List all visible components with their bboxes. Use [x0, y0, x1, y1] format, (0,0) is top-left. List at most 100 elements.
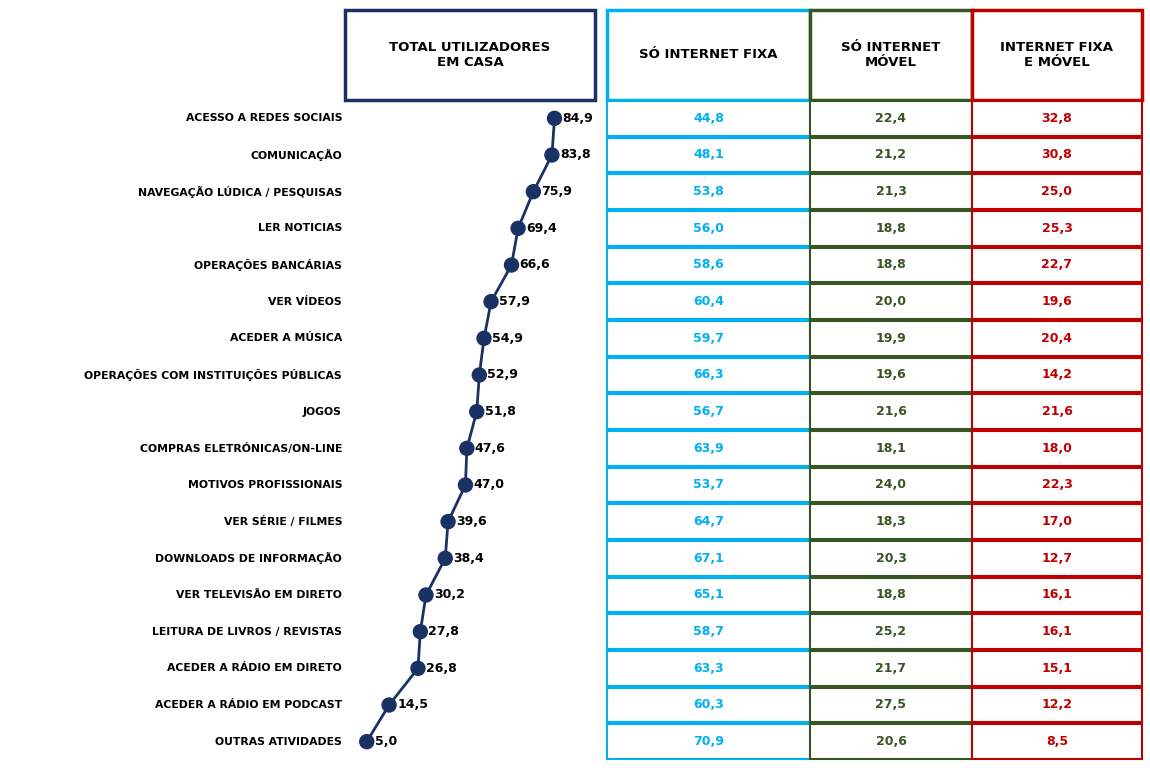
Circle shape [442, 515, 455, 529]
Text: 64,7: 64,7 [693, 515, 724, 528]
Text: 69,4: 69,4 [526, 222, 557, 235]
FancyBboxPatch shape [972, 211, 1142, 245]
Text: 44,8: 44,8 [693, 112, 724, 125]
FancyBboxPatch shape [972, 577, 1142, 612]
Text: 59,7: 59,7 [693, 332, 724, 345]
Text: 21,3: 21,3 [875, 185, 906, 198]
FancyBboxPatch shape [607, 101, 810, 136]
Text: 53,7: 53,7 [693, 479, 724, 492]
Text: 47,0: 47,0 [474, 479, 505, 492]
FancyBboxPatch shape [607, 357, 810, 392]
FancyBboxPatch shape [972, 137, 1142, 172]
FancyBboxPatch shape [607, 321, 810, 356]
Text: 18,8: 18,8 [875, 259, 906, 272]
Circle shape [411, 662, 425, 676]
FancyBboxPatch shape [607, 468, 810, 503]
FancyBboxPatch shape [810, 615, 972, 649]
Text: ACEDER A RÁDIO EM PODCAST: ACEDER A RÁDIO EM PODCAST [155, 700, 342, 710]
FancyBboxPatch shape [810, 101, 972, 136]
FancyBboxPatch shape [810, 504, 972, 539]
Text: 26,8: 26,8 [426, 662, 457, 675]
FancyBboxPatch shape [607, 284, 810, 319]
Text: 14,5: 14,5 [397, 699, 428, 712]
FancyBboxPatch shape [972, 504, 1142, 539]
FancyBboxPatch shape [972, 284, 1142, 319]
Text: 18,8: 18,8 [875, 588, 906, 601]
FancyBboxPatch shape [607, 541, 810, 576]
Text: 12,7: 12,7 [1042, 552, 1073, 565]
FancyBboxPatch shape [607, 431, 810, 466]
Text: 47,6: 47,6 [475, 442, 506, 455]
Text: 58,6: 58,6 [693, 259, 723, 272]
Text: ACEDER A RÁDIO EM DIRETO: ACEDER A RÁDIO EM DIRETO [167, 663, 342, 673]
Text: 30,8: 30,8 [1042, 148, 1072, 161]
Circle shape [484, 295, 498, 309]
Text: 57,9: 57,9 [499, 295, 530, 308]
FancyBboxPatch shape [810, 211, 972, 245]
Text: 56,0: 56,0 [693, 222, 724, 235]
FancyBboxPatch shape [607, 211, 810, 245]
Text: VER SÉRIE / FILMES: VER SÉRIE / FILMES [223, 516, 342, 527]
Text: 15,1: 15,1 [1042, 662, 1073, 675]
Text: 17,0: 17,0 [1042, 515, 1073, 528]
Text: 25,3: 25,3 [1042, 222, 1073, 235]
Text: 25,2: 25,2 [875, 625, 906, 638]
Text: OPERAÇÕES COM INSTITUIÇÕES PÚBLICAS: OPERAÇÕES COM INSTITUIÇÕES PÚBLICAS [84, 369, 342, 381]
Text: SÓ INTERNET FIXA: SÓ INTERNET FIXA [639, 49, 777, 62]
Text: MOTIVOS PROFISSIONAIS: MOTIVOS PROFISSIONAIS [187, 480, 342, 490]
Text: 20,0: 20,0 [875, 295, 906, 308]
Text: OUTRAS ATIVIDADES: OUTRAS ATIVIDADES [215, 736, 342, 747]
Text: 32,8: 32,8 [1042, 112, 1072, 125]
FancyBboxPatch shape [810, 651, 972, 686]
Text: ACESSO A REDES SOCIAIS: ACESSO A REDES SOCIAIS [185, 113, 342, 124]
Text: JOGOS: JOGOS [304, 407, 342, 417]
Circle shape [360, 735, 374, 749]
Circle shape [545, 148, 559, 162]
Text: 19,6: 19,6 [1042, 295, 1072, 308]
Text: 60,4: 60,4 [693, 295, 724, 308]
FancyBboxPatch shape [972, 321, 1142, 356]
Text: 54,9: 54,9 [492, 332, 523, 345]
FancyBboxPatch shape [607, 651, 810, 686]
Text: 22,3: 22,3 [1042, 479, 1073, 492]
FancyBboxPatch shape [607, 137, 810, 172]
Text: INTERNET FIXA
E MÓVEL: INTERNET FIXA E MÓVEL [1000, 41, 1113, 69]
Text: ACEDER A MÚSICA: ACEDER A MÚSICA [230, 334, 342, 344]
Circle shape [469, 405, 484, 418]
FancyBboxPatch shape [972, 101, 1142, 136]
Text: COMUNICAÇÃO: COMUNICAÇÃO [251, 149, 342, 161]
FancyBboxPatch shape [345, 10, 595, 100]
FancyBboxPatch shape [810, 431, 972, 466]
FancyBboxPatch shape [972, 431, 1142, 466]
Circle shape [505, 258, 519, 272]
Text: 83,8: 83,8 [560, 148, 591, 161]
Text: 16,1: 16,1 [1042, 588, 1073, 601]
Text: COMPRAS ELETRÓNICAS/ON-LINE: COMPRAS ELETRÓNICAS/ON-LINE [139, 443, 342, 454]
FancyBboxPatch shape [607, 504, 810, 539]
Text: 20,6: 20,6 [875, 735, 906, 748]
Circle shape [547, 111, 561, 125]
Text: 21,6: 21,6 [1042, 405, 1073, 418]
FancyBboxPatch shape [810, 577, 972, 612]
Text: 56,7: 56,7 [693, 405, 724, 418]
Text: VER VÍDEOS: VER VÍDEOS [268, 296, 342, 306]
Text: 48,1: 48,1 [693, 148, 724, 161]
FancyBboxPatch shape [607, 615, 810, 649]
FancyBboxPatch shape [810, 174, 972, 209]
Text: 24,0: 24,0 [875, 479, 906, 492]
Text: TOTAL UTILIZADORES
EM CASA: TOTAL UTILIZADORES EM CASA [390, 41, 551, 69]
Text: 30,2: 30,2 [434, 588, 465, 601]
FancyBboxPatch shape [607, 10, 810, 100]
Text: 60,3: 60,3 [693, 699, 723, 712]
FancyBboxPatch shape [972, 394, 1142, 429]
FancyBboxPatch shape [810, 357, 972, 392]
FancyBboxPatch shape [607, 724, 810, 759]
FancyBboxPatch shape [810, 468, 972, 503]
FancyBboxPatch shape [972, 174, 1142, 209]
Text: 58,7: 58,7 [693, 625, 724, 638]
Text: LER NOTICIAS: LER NOTICIAS [258, 223, 342, 233]
Text: 38,4: 38,4 [453, 552, 484, 565]
Text: OPERAÇÕES BANCÁRIAS: OPERAÇÕES BANCÁRIAS [194, 259, 342, 271]
Text: 16,1: 16,1 [1042, 625, 1073, 638]
Text: 75,9: 75,9 [542, 185, 573, 198]
